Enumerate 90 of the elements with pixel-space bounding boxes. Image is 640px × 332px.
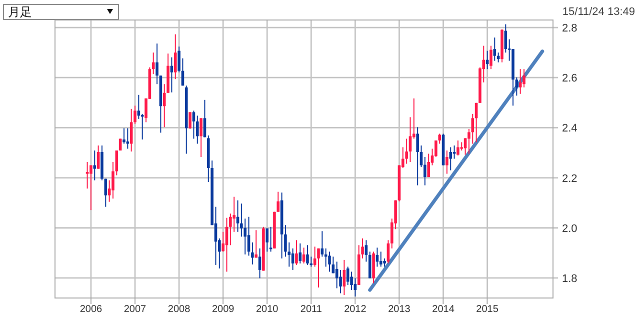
candlestick (96, 144, 100, 170)
x-tick-label: 2014 (432, 304, 455, 315)
candlestick (468, 128, 470, 154)
candlestick (276, 191, 280, 212)
x-tick-label: 2011 (300, 304, 322, 315)
candlestick (222, 231, 224, 252)
candlestick (192, 110, 196, 140)
candlestick (430, 148, 434, 166)
candlestick (522, 68, 526, 88)
candlestick (162, 84, 166, 128)
candlestick (394, 200, 397, 230)
candlestick (218, 238, 221, 269)
candlestick (254, 230, 258, 258)
candlestick (456, 140, 460, 156)
x-tick-label: 2006 (80, 304, 103, 315)
candlestick (196, 115, 199, 144)
candlestick (354, 278, 357, 297)
candlestick (244, 218, 246, 255)
candlestick (515, 76, 518, 96)
candlestick (361, 238, 364, 259)
candlestick (306, 244, 309, 266)
candlestick (288, 242, 291, 268)
candlestick (490, 45, 492, 70)
candlestick (446, 150, 448, 174)
x-tick-label: 2010 (256, 304, 279, 315)
candlestick (339, 269, 342, 294)
candlestick (200, 118, 202, 158)
candlestick (144, 98, 148, 123)
candlestick (449, 146, 452, 171)
text: 月足 (8, 5, 32, 19)
candlestick (108, 180, 111, 202)
candlestick (93, 150, 96, 181)
candlestick (266, 228, 269, 252)
candlestick (174, 34, 177, 80)
candlestick (104, 178, 108, 208)
x-tick-label: 2007 (124, 304, 147, 315)
y-tick-label: 2.6 (562, 72, 578, 85)
y-tick-label: 2.0 (562, 222, 578, 235)
candlestick (112, 162, 114, 200)
candlestick (424, 156, 426, 186)
candlestick (317, 248, 320, 288)
candlestick (508, 38, 511, 62)
candlestick (434, 140, 438, 158)
text: 15/11/24 13:49 (562, 6, 635, 18)
candlestick (251, 242, 254, 265)
candlestick (118, 138, 122, 151)
candlestick (412, 98, 416, 140)
candlestick (471, 113, 474, 144)
candlestick (350, 271, 353, 290)
y-tick-label: 2.8 (562, 22, 578, 35)
candlestick (86, 162, 89, 190)
candlestick (258, 248, 262, 279)
candlestick (298, 242, 302, 264)
candlestick (152, 52, 155, 75)
candlestick (427, 153, 430, 178)
candlestick (240, 203, 243, 238)
candlestick (188, 112, 192, 130)
candlestick (134, 105, 136, 124)
candlestick (438, 133, 441, 144)
x-tick-label: 2008 (168, 304, 191, 315)
x-tick-label: 2013 (388, 304, 411, 315)
candlestick (229, 213, 232, 246)
candlestick (379, 251, 382, 268)
candlestick (402, 146, 404, 169)
y-tick-label: 1.8 (562, 272, 578, 285)
candlestick (405, 138, 408, 164)
candlestick (420, 144, 423, 168)
x-tick-label: 2015 (476, 304, 499, 315)
candlestick (295, 240, 298, 266)
candlestick (178, 46, 180, 73)
candlestick (346, 266, 350, 286)
candlestick (90, 164, 92, 211)
candlestick (232, 196, 236, 232)
y-tick-label: 2.4 (562, 122, 578, 135)
candlestick (284, 224, 287, 258)
candlestick (328, 251, 331, 272)
candlestick (390, 218, 394, 249)
x-tick-label: 2009 (212, 304, 235, 315)
candlestick (368, 251, 372, 279)
candlestick (364, 240, 368, 262)
candlestick (493, 37, 496, 62)
x-tick-label: 2012 (344, 304, 367, 315)
candlestick (408, 116, 412, 163)
candlestick (156, 43, 158, 85)
candlestick (320, 230, 324, 258)
y-tick-label: 2.2 (562, 172, 578, 185)
candlestick (416, 126, 419, 186)
candlestick (122, 128, 126, 144)
candlestick (115, 150, 118, 176)
candlestick (482, 45, 486, 83)
